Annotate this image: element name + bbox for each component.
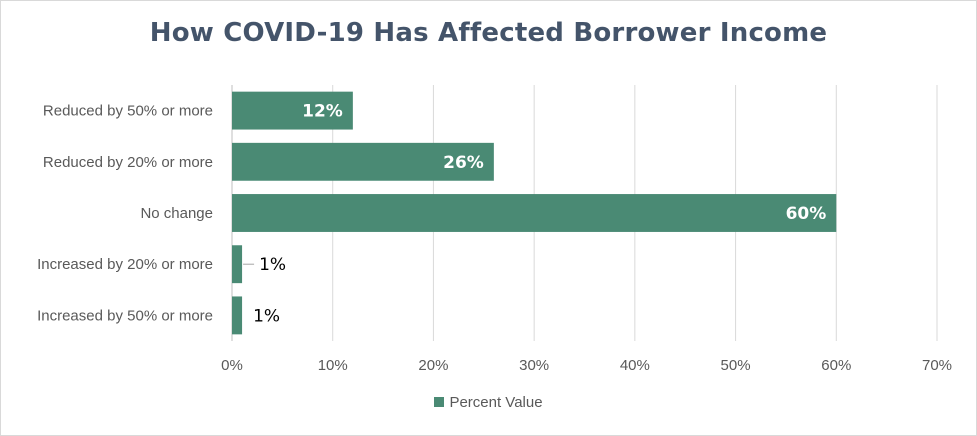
category-label: No change [140, 205, 213, 222]
bar [232, 194, 837, 232]
category-label: Increased by 50% or more [37, 307, 213, 324]
x-tick-label: 30% [519, 357, 549, 374]
x-tick-label: 50% [721, 357, 751, 374]
category-label: Reduced by 20% or more [43, 154, 213, 171]
category-label: Increased by 20% or more [37, 256, 213, 273]
x-tick-label: 0% [221, 357, 243, 374]
bar [232, 91, 353, 130]
x-tick-label: 70% [922, 357, 952, 374]
bar [232, 296, 243, 335]
bar [232, 245, 243, 284]
legend-swatch [434, 397, 445, 407]
x-tick-label: 60% [821, 357, 851, 374]
data-label: 1% [253, 306, 280, 326]
bar [232, 142, 494, 181]
category-label: Reduced by 50% or more [43, 103, 213, 120]
chart-title: How COVID-19 Has Affected Borrower Incom… [149, 18, 828, 48]
data-label: 60% [786, 204, 827, 224]
x-tick-label: 10% [318, 357, 348, 374]
x-tick-label: 20% [418, 357, 448, 374]
data-label: 12% [302, 102, 343, 122]
x-tick-label: 40% [620, 357, 650, 374]
legend-label: Percent Value [449, 394, 543, 411]
data-label: 26% [443, 153, 484, 173]
data-label: 1% [259, 255, 286, 275]
legend: Percent Value [0, 394, 977, 411]
